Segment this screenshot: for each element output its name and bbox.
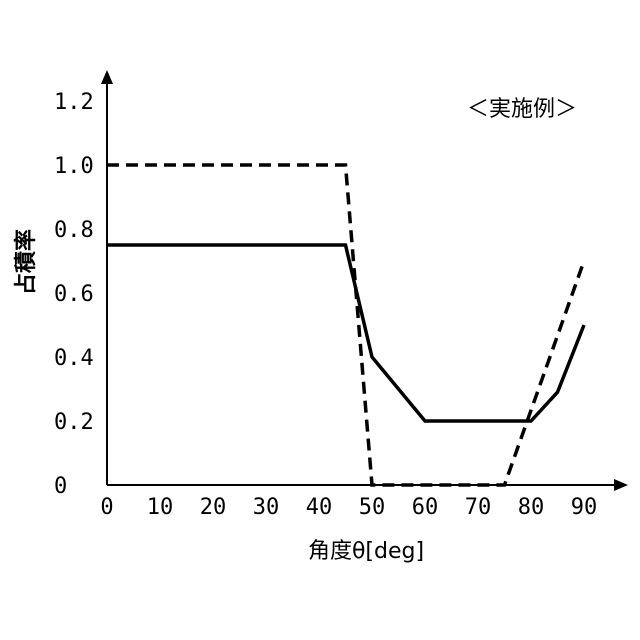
x-tick-label: 40 — [306, 495, 333, 520]
x-tick-label: 30 — [253, 495, 280, 520]
y-tick-label: 1.2 — [54, 90, 94, 115]
series-line-dashed — [107, 165, 584, 485]
x-tick-label: 20 — [200, 495, 227, 520]
y-tick-label: 1.0 — [54, 154, 94, 179]
x-tick-label: 70 — [465, 495, 492, 520]
y-tick-label: 0.8 — [54, 218, 94, 243]
x-tick-label: 80 — [518, 495, 545, 520]
y-tick-labels: 0 0.2 0.4 0.6 0.8 1.0 1.2 — [54, 90, 94, 499]
axes — [101, 70, 628, 491]
chart-annotation: ＜実施例＞ — [467, 97, 577, 122]
x-axis-arrowhead — [614, 479, 628, 491]
y-axis-arrowhead — [101, 70, 113, 84]
y-axis-label: 占積率 — [13, 229, 39, 295]
x-tick-label: 60 — [412, 495, 439, 520]
y-tick-label: 0.4 — [54, 346, 94, 371]
y-tick-label: 0.6 — [54, 282, 94, 307]
x-tick-label: 50 — [359, 495, 386, 520]
y-tick-label: 0 — [54, 474, 67, 499]
x-tick-label: 10 — [147, 495, 174, 520]
x-axis-label: 角度θ[deg] — [308, 539, 424, 564]
x-tick-label: 90 — [571, 495, 598, 520]
x-tick-label: 0 — [100, 495, 113, 520]
series-line-solid — [107, 245, 584, 421]
series-lines — [107, 165, 584, 485]
x-tick-labels: 0 10 20 30 40 50 60 70 80 90 — [100, 495, 597, 520]
y-tick-label: 0.2 — [54, 410, 94, 435]
